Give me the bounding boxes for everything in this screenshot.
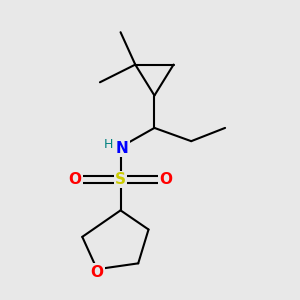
Text: H: H [103, 138, 113, 151]
Text: O: O [68, 172, 81, 187]
Text: O: O [91, 265, 103, 280]
Text: O: O [160, 172, 173, 187]
Text: S: S [115, 172, 126, 187]
Text: N: N [116, 141, 128, 156]
